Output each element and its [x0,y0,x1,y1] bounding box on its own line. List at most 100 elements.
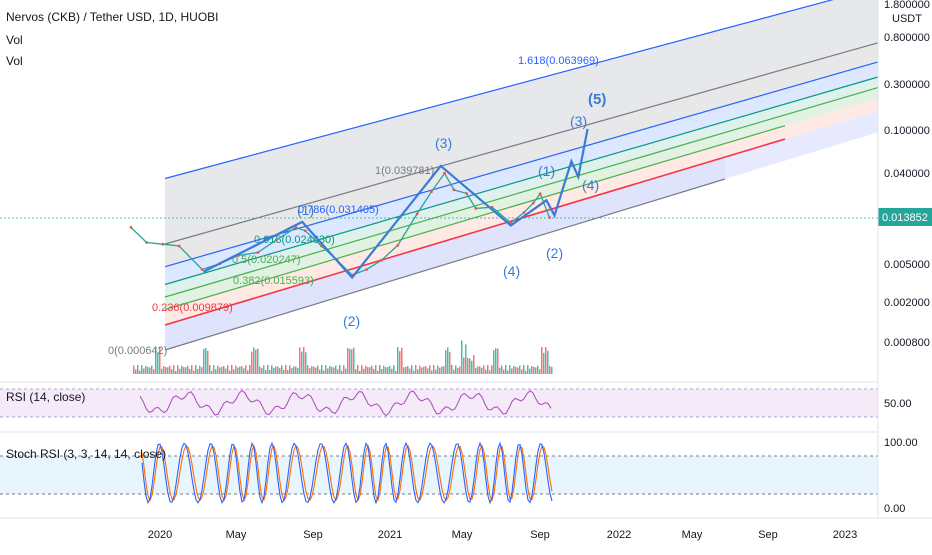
volume-bar [517,368,519,374]
volume-bar [529,369,531,374]
rsi-title[interactable]: RSI (14, close) [6,390,85,404]
volume-bar [351,349,353,374]
volume-bar [343,365,345,374]
price-point [130,226,133,229]
volume-bar [439,368,441,374]
volume-bar [247,370,249,374]
volume-bar [531,366,533,374]
volume-bar [387,367,389,374]
volume-bar [221,367,223,374]
volume-bar [423,367,425,374]
volume-bar [435,370,437,374]
wave-label: (1) [297,202,314,218]
volume-bar [417,369,419,374]
volume-bar [159,347,161,374]
volume-bar [469,358,471,374]
volume-bar [437,365,439,374]
volume-bar [507,370,509,374]
volume-bar [275,366,277,374]
price-point [453,188,456,191]
volume-bar [305,352,307,374]
volume-bar [231,365,233,374]
price-axis-tick: 0.300000 [884,79,930,91]
volume-bar [293,366,295,374]
volume-bar [405,367,407,374]
volume-bar [133,366,135,374]
stoch-axis-tick: 100.00 [884,437,918,449]
volume-bar [345,369,347,374]
price-axis-tick: 0.005000 [884,259,930,271]
volume-bar [323,370,325,374]
volume-bar [307,365,309,374]
volume-bar [207,351,209,374]
volume-bar [255,350,257,374]
volume-bar [373,369,375,374]
volume-bar [503,370,505,374]
volume-bar [203,349,205,374]
volume-bar [285,365,287,374]
price-point [465,192,468,195]
price-point [416,213,419,216]
price-point [256,251,259,254]
price-point [474,207,477,210]
volume-bar [433,365,435,374]
volume-bar [443,366,445,374]
volume-bar [455,365,457,374]
volume-bar [309,368,311,374]
volume-bar [173,365,175,374]
volume-bar [473,355,475,374]
stoch-rsi-title[interactable]: Stoch RSI (3, 3, 14, 14, close) [6,447,166,461]
volume-bar [181,366,183,374]
volume-bar [539,369,541,374]
volume-bar [171,369,173,374]
volume-bar [217,366,219,374]
volume-legend-1[interactable]: Vol [6,33,23,47]
price-point [539,192,542,195]
volume-bar [347,348,349,374]
volume-bar [377,371,379,374]
price-point [145,241,148,244]
price-point [380,259,383,262]
price-axis-tick: 0.000800 [884,337,930,349]
volume-bar [341,371,343,374]
volume-bar [461,340,463,374]
volume-bar [519,366,521,374]
volume-bar [153,369,155,374]
volume-bar [367,367,369,374]
volume-bar [511,368,513,374]
wave-label: (5) [588,91,606,108]
volume-bar [265,370,267,374]
time-axis-tick: Sep [758,529,778,541]
volume-bar [407,366,409,374]
volume-bar [463,358,465,374]
volume-bar [317,366,319,374]
fib-level-label: 0.382(0.015593) [233,275,314,287]
volume-bar [363,369,365,374]
volume-bar [445,350,447,374]
volume-bar [549,366,551,374]
volume-bar [249,365,251,374]
symbol-title[interactable]: Nervos (CKB) / Tether USD, 1D, HUOBI [6,10,219,24]
volume-bar [145,366,147,374]
volume-bar [325,365,327,374]
volume-bar [379,365,381,374]
volume-bar [219,367,221,374]
currency-label: USDT [892,13,922,25]
volume-bar [321,365,323,374]
volume-bar [241,366,243,374]
price-axis-tick: 0.040000 [884,168,930,180]
volume-legend-2[interactable]: Vol [6,54,23,68]
volume-bar [277,366,279,374]
volume-bar [233,369,235,374]
volume-bar [481,368,483,374]
volume-bar [339,365,341,374]
volume-bar [349,349,351,374]
wave-label: (3) [435,135,452,151]
wave-label: (4) [582,177,599,193]
volume-bar [163,366,165,374]
volume-bar [185,367,187,374]
volume-bar [369,367,371,374]
volume-bar [151,366,153,374]
